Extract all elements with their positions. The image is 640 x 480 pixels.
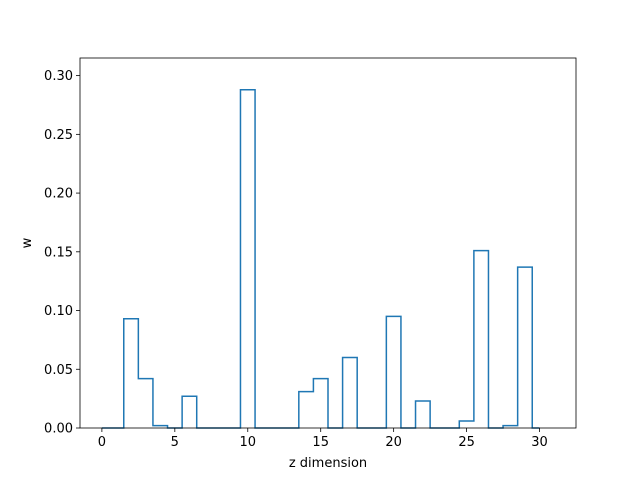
y-tick-label: 0.15 (44, 245, 73, 260)
x-axis-label: z dimension (289, 456, 367, 471)
x-tick-label: 0 (98, 435, 106, 450)
x-tick-label: 5 (171, 435, 179, 450)
plot-area (80, 58, 576, 428)
y-tick-label: 0.25 (44, 128, 73, 143)
x-tick-label: 30 (531, 435, 548, 450)
y-tick-label: 0.30 (44, 69, 73, 84)
plot-frame (79, 57, 577, 429)
y-tick-label: 0.20 (44, 187, 73, 202)
y-axis-label: w (20, 237, 35, 248)
x-axis-ticks: 0 5 10 15 20 25 30 (98, 428, 548, 450)
y-tick-label: 0.10 (44, 304, 73, 319)
x-tick-label: 20 (385, 435, 402, 450)
y-tick-label: 0.05 (44, 363, 73, 378)
y-axis-ticks: 0.00 0.05 0.10 0.15 0.20 0.25 0.30 (44, 69, 80, 437)
y-tick-label: 0.00 (44, 422, 73, 437)
x-tick-label: 10 (239, 435, 256, 450)
x-tick-label: 15 (312, 435, 329, 450)
x-tick-label: 25 (458, 435, 475, 450)
